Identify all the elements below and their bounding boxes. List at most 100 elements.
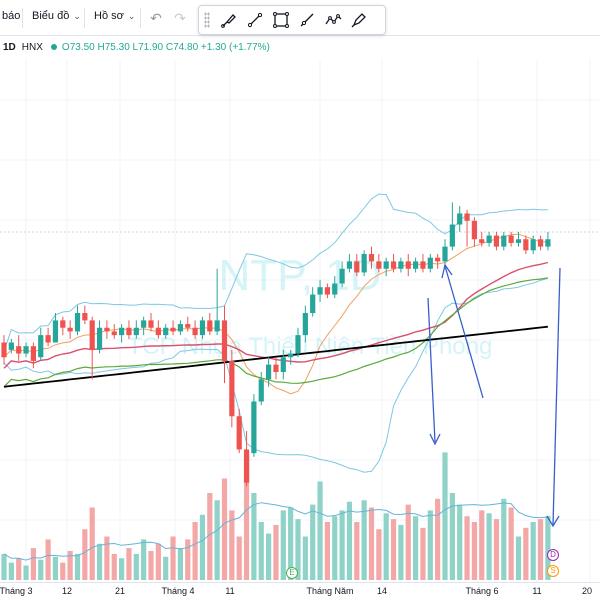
candle-body [207,320,213,332]
interval-label[interactable]: 1D [3,41,16,53]
candle-body [383,261,389,269]
x-tick-label: Tháng 6 [465,586,499,596]
candle-body [493,235,500,247]
x-tick-label: 11 [225,586,235,596]
watermark-symbol: NTP, 1D [218,251,381,300]
watermark-company: TCP Nhựa Thiếu Niên Tiền Phong [128,333,493,360]
volume-bar [280,510,286,580]
volume-bar [82,529,88,580]
volume-bar [537,519,544,580]
volume-bar [471,522,477,580]
volume-bar [383,513,389,580]
volume-bar [170,536,176,580]
candle-body [376,261,382,269]
x-tick-label: 12 [61,586,73,596]
volume-bar [405,504,411,580]
candle-body [471,220,477,240]
candle-body [435,257,441,262]
candle-body [243,449,250,483]
volume-bars [1,452,551,580]
volume-bar [288,507,294,580]
volume-bar [45,539,51,580]
volume-bar [221,478,228,580]
earnings-badge[interactable]: E [286,567,298,579]
volume-bar [302,536,308,580]
candle-body [390,261,397,269]
volume-bar [413,516,419,580]
volume-bar [60,562,66,580]
volume-bar [486,513,492,580]
volume-bar [317,481,323,580]
volume-bar [493,519,500,580]
ray-icon[interactable] [297,10,317,30]
volume-bar [390,519,397,580]
arrowhead [441,263,453,279]
volume-bar [133,553,139,580]
line-icon[interactable] [245,10,265,30]
volume-bar [266,533,272,580]
candle-body [523,239,529,251]
candle-body [1,342,7,358]
toolbar-divider [140,8,141,28]
volume-bar [501,498,507,580]
volume-bar [104,536,110,580]
volume-bar [8,562,14,580]
candle-body [310,294,316,313]
volume-bar [530,522,536,580]
candle-body [479,239,485,243]
redo-icon[interactable]: ↷ [174,10,186,26]
volume-bar [89,507,95,580]
volume-bar [310,504,316,580]
candle-body [119,327,125,336]
arrow-line [444,265,484,399]
volume-bar [361,500,367,580]
time-axis[interactable]: Tháng 3 12 21 Tháng 4 11 Tháng Năm 14 Tháng 6 11… [0,582,600,600]
volume-bar [435,498,441,580]
drag-handle[interactable] [204,12,210,28]
arrowhead [429,433,441,446]
volume-bar [23,565,29,580]
candle-body [537,239,544,247]
candle-body [361,254,367,273]
x-tick-label: 21 [114,586,126,596]
candle-body [96,327,103,350]
candle-body [67,327,73,332]
volume-bar [236,536,242,580]
candle-body [413,261,419,269]
symbol-legend: 1D HNX O73.50 H75.30 L71.90 C74.80 +1.30… [0,40,270,54]
volume-bar [273,524,279,580]
candle-body [89,320,95,350]
arrow-line [552,267,561,526]
candle-body [23,346,29,354]
chart-menu[interactable]: Biểu đồ ⌄ [32,10,81,22]
split-badge[interactable]: S [547,565,559,577]
candle-body [324,287,330,295]
candle-body [16,346,22,354]
dividend-badge[interactable]: D [547,549,559,561]
volume-bar [258,522,264,580]
x-tick-label: 11 [532,586,542,596]
volume-bar [119,558,125,580]
path-icon[interactable] [323,10,343,30]
rectangle-icon[interactable] [271,10,291,30]
volume-bar [457,504,463,580]
ohlc-values: O73.50 H75.30 L71.90 C74.80 +1.30 (+1.77… [61,41,270,53]
candle-body [288,353,294,358]
chart-menu-label: Biểu đồ [32,10,70,22]
price-chart[interactable]: NTP, 1D TCP Nhựa Thiếu Niên Tiền Phong [0,60,600,582]
alerts-menu[interactable]: báo [2,10,21,22]
profile-menu[interactable]: Hồ sơ ⌄ [94,10,135,22]
ma-black-line [3,325,548,388]
pen-icon[interactable] [349,10,369,30]
brush-icon[interactable] [219,10,239,30]
undo-icon[interactable]: ↶ [150,10,162,26]
volume-bar [30,548,36,580]
candle-body [515,239,522,243]
volume-bar [38,559,44,580]
volume-bar [1,553,7,580]
volume-bar [398,524,404,580]
volume-bar [185,539,191,580]
volume-bar [52,556,59,580]
volume-bar [295,519,301,580]
volume-bar [155,543,161,580]
